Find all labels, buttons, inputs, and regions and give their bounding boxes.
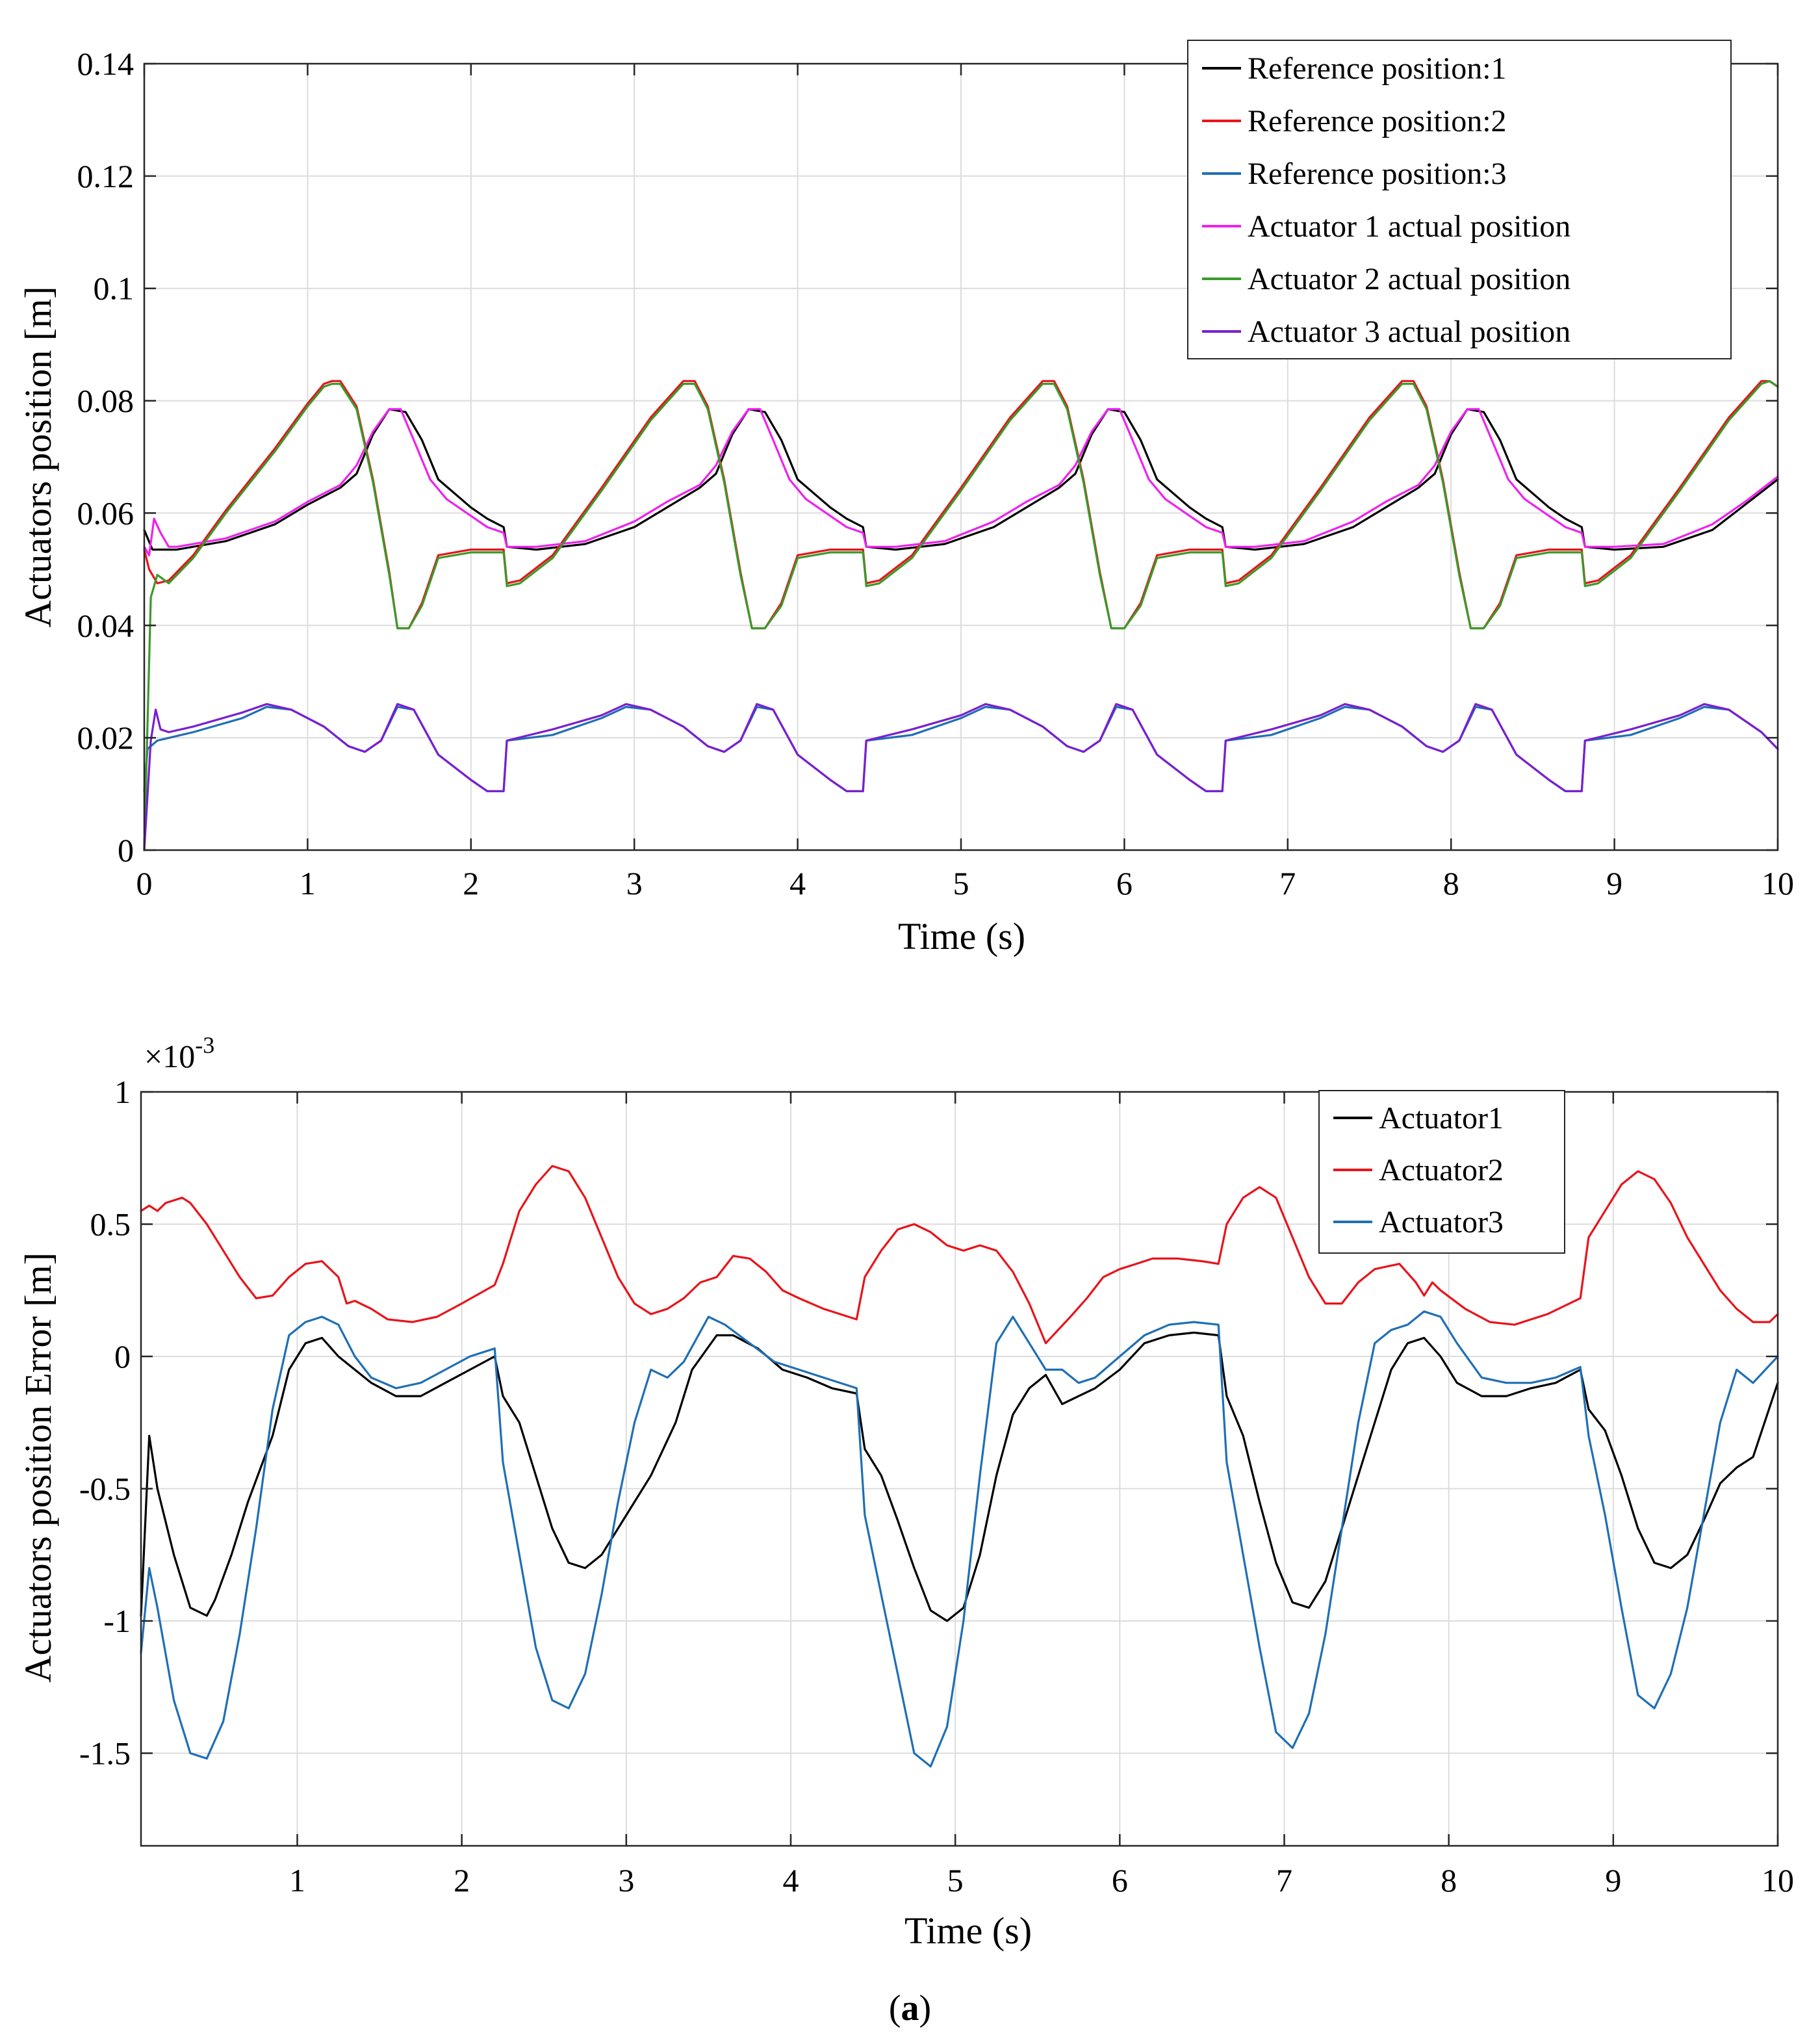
caption-letter: a [901,1988,919,2028]
y-tick-label: 0.06 [77,495,135,531]
x-tick-label: 9 [1606,865,1622,901]
x-tick-label: 1 [300,865,316,901]
y-tick-label: -0.5 [79,1471,131,1507]
x-tick-label: 3 [626,865,643,901]
caption-open-paren: ( [888,1988,901,2028]
x-axis-title: Time (s) [904,1910,1032,1952]
x-tick-label: 9 [1605,1862,1621,1898]
series-line-1 [140,1331,1779,1622]
x-axis-title: Time (s) [898,915,1025,957]
y-axis-title: Actuators position [m] [17,286,59,627]
position-chart: 0 1 2 3 4 5 6 7 8 9 10 0 0.02 0.04 0.06 0.08 0.1 0.12 0.14… [17,40,1794,957]
axis-ticks: 0 1 2 3 4 5 6 7 8 9 10 0 0.02 0.04 0.06 0.08 0.1 0.12 0.14 [77,45,1795,901]
y-tick-label: 0.02 [77,719,135,756]
legend-label-6: Actuator 3 actual position [1248,315,1570,349]
x-tick-label: 7 [1276,1862,1292,1898]
error-chart: 1 2 3 4 5 6 7 8 9 10 -1.5 -1 -0.5 0 0.5 1 ×10-3 Time (s… [17,1032,1794,1952]
legend-label-5: Actuator 2 actual position [1248,262,1570,296]
legend-label-3: Actuator3 [1379,1205,1504,1239]
x-tick-label: 2 [454,1862,470,1898]
y-tick-label: 0.14 [77,45,135,82]
x-tick-label: 8 [1441,1862,1457,1898]
y-tick-label: 0.08 [77,383,135,419]
series-line-1 [143,408,1779,551]
caption-close-paren: ) [919,1988,932,2028]
legend-box [1187,40,1732,359]
x-tick-label: 1 [289,1862,305,1898]
x-tick-label: 5 [947,1862,964,1898]
series-line-3 [140,1310,1779,1768]
legend-label-1: Reference position:1 [1248,51,1507,86]
multiplier-base: ×10 [144,1038,195,1074]
legend-label-2: Reference position:2 [1248,104,1507,138]
legend-label-3: Reference position:3 [1248,157,1507,191]
y-tick-label: 0.1 [94,270,135,307]
y-axis-multiplier: ×10-3 [144,1032,214,1074]
x-tick-label: 5 [953,865,969,901]
legend: Reference position:1 Reference position:2… [1187,40,1732,359]
series-line-4 [143,408,1779,556]
x-tick-label: 4 [783,1862,799,1898]
series-group [143,380,1779,851]
x-tick-label: 2 [463,865,479,901]
series-line-5 [143,380,1779,851]
x-tick-label: 6 [1112,1862,1128,1898]
y-axis-title: Actuators position Error [m] [17,1252,59,1683]
series-line-2 [140,1165,1779,1345]
x-tick-label: 10 [1762,865,1794,901]
legend: Actuator1 Actuator2 Actuator3 [1318,1090,1565,1254]
legend-label-1: Actuator1 [1379,1101,1504,1135]
plot-frame [140,1091,1779,1847]
y-tick-label: 0.04 [77,607,135,643]
x-tick-label: 6 [1116,865,1133,901]
x-tick-label: 7 [1279,865,1296,901]
y-tick-label: 0.12 [77,158,135,194]
x-tick-label: 0 [136,865,153,901]
legend-label-2: Actuator2 [1379,1153,1504,1187]
x-tick-label: 4 [789,865,806,901]
y-tick-label: -1 [103,1603,131,1639]
legend-label-4: Actuator 1 actual position [1248,209,1570,244]
series-group [140,1165,1779,1768]
y-tick-label: -1.5 [79,1735,131,1772]
figure-caption: (a) [0,1988,1820,2029]
y-tick-label: 1 [114,1074,131,1110]
y-tick-label: 0 [114,1338,131,1375]
x-tick-label: 8 [1443,865,1459,901]
y-tick-label: 0 [118,832,134,868]
series-line-6 [143,703,1779,851]
multiplier-exponent: -3 [195,1032,214,1058]
y-tick-label: 0.5 [90,1206,131,1243]
x-tick-label: 10 [1762,1862,1794,1898]
x-tick-label: 3 [618,1862,634,1898]
axis-ticks: 1 2 3 4 5 6 7 8 9 10 -1.5 -1 -0.5 0 0.5 1 [79,1074,1794,1898]
